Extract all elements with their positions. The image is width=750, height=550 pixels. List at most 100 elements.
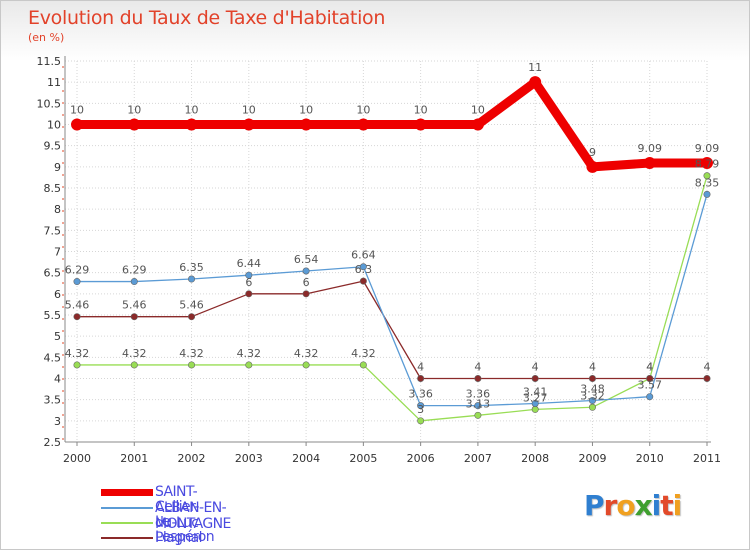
- data-point-3-9: [588, 374, 596, 382]
- data-point-3-0: [73, 313, 81, 321]
- data-label-3-3: 6: [245, 276, 252, 289]
- data-label-1-3: 6.44: [237, 257, 262, 270]
- logo-letter-2: o: [616, 489, 635, 522]
- y-tick-label-9.5: 9.5: [44, 140, 62, 153]
- data-point-0-4: [300, 118, 313, 131]
- data-label-2-1: 4.32: [122, 347, 147, 360]
- y-tick-label-5.5: 5.5: [44, 309, 62, 322]
- grid-layer: [65, 60, 708, 443]
- data-point-3-1: [130, 313, 138, 321]
- y-tick-label-7.5: 7.5: [44, 224, 62, 237]
- legend-label-cellier-du-luc: Cellier-du-Luc: [155, 499, 199, 531]
- data-label-3-9: 4: [589, 361, 596, 374]
- data-label-1-9: 3.48: [580, 383, 605, 396]
- y-tick-label-10.5: 10.5: [37, 97, 62, 110]
- x-tick-label-2007: 2007: [464, 452, 492, 465]
- data-point-1-10: [646, 393, 654, 401]
- data-point-2-5: [359, 361, 367, 369]
- x-tick-label-2011: 2011: [693, 452, 721, 465]
- data-point-0-11: [701, 157, 713, 170]
- data-point-1-5: [359, 263, 367, 271]
- proxiti-logo[interactable]: Proxiti: [584, 489, 683, 522]
- x-tick-label-2000: 2000: [63, 452, 91, 465]
- data-label-3-5: 6.3: [355, 263, 373, 276]
- data-label-1-8: 3.41: [523, 385, 548, 398]
- x-tick-label-2001: 2001: [120, 452, 148, 465]
- data-point-2-7: [474, 411, 482, 419]
- data-label-0-9: 9: [589, 146, 596, 159]
- data-point-2-6: [417, 417, 425, 425]
- data-label-3-8: 4: [532, 361, 539, 374]
- series-layer: [71, 76, 713, 425]
- data-point-3-8: [531, 374, 539, 382]
- data-label-0-6: 10: [414, 104, 428, 117]
- data-point-3-5: [359, 277, 367, 285]
- logo-letter-5: t: [660, 489, 673, 522]
- logo-letter-0: P: [584, 489, 605, 522]
- data-point-2-4: [302, 361, 310, 369]
- data-label-0-10: 9.09: [637, 142, 662, 155]
- data-point-3-11: [703, 374, 711, 382]
- data-point-2-2: [188, 361, 196, 369]
- data-label-1-7: 3.36: [466, 388, 491, 401]
- data-point-1-9: [588, 397, 596, 405]
- y-tick-label-4.5: 4.5: [44, 351, 62, 364]
- data-label-2-6: 3: [417, 403, 424, 416]
- data-point-1-6: [417, 402, 425, 410]
- data-label-0-5: 10: [356, 104, 370, 117]
- logo-letter-6: i: [672, 489, 683, 522]
- data-point-2-3: [245, 361, 253, 369]
- x-tick-label-2008: 2008: [521, 452, 549, 465]
- data-label-1-4: 6.54: [294, 253, 319, 266]
- data-label-3-10: 4: [646, 361, 653, 374]
- data-label-3-2: 5.46: [179, 299, 204, 312]
- y-tick-label-7: 7: [54, 246, 61, 259]
- data-labels-layer: 10 10 10 10 10 10 10 10 11 9 9.09 9.09 6.29 6.29 6.35 6…: [65, 61, 720, 416]
- chart-subtitle: (en %): [28, 31, 65, 44]
- data-label-2-8: 3.27: [523, 391, 548, 404]
- legend-label-saint-alban: SAINT-ALBAN-EN-MONTAGNE: [155, 484, 231, 532]
- data-label-0-7: 10: [471, 104, 485, 117]
- data-point-1-8: [531, 399, 539, 407]
- legend-label-le-plagnal: Le Plagnal: [155, 514, 203, 546]
- x-tick-label-2010: 2010: [636, 452, 664, 465]
- logo-letter-1: r: [603, 489, 618, 522]
- data-label-2-0: 4.32: [65, 347, 90, 360]
- data-point-0-10: [643, 157, 656, 170]
- series-line-0: [72, 77, 712, 172]
- data-point-0-5: [357, 118, 370, 131]
- y-tick-label-9: 9: [54, 161, 61, 174]
- y-tick-label-11.5: 11.5: [37, 55, 62, 68]
- logo-letter-4: i: [651, 489, 662, 522]
- logo-letter-3: x: [634, 489, 653, 522]
- data-point-0-9: [586, 160, 599, 173]
- data-point-1-0: [73, 278, 81, 286]
- data-label-3-1: 5.46: [122, 299, 147, 312]
- series-line-2: [76, 175, 708, 422]
- data-point-0-1: [128, 118, 141, 131]
- x-tick-label-2002: 2002: [178, 452, 206, 465]
- y-tick-label-8: 8: [54, 203, 61, 216]
- data-point-3-2: [188, 313, 196, 321]
- data-label-0-1: 10: [127, 104, 141, 117]
- data-label-3-0: 5.46: [65, 299, 90, 312]
- data-label-3-6: 4: [417, 361, 424, 374]
- y-tick-label-6: 6: [54, 288, 61, 301]
- data-point-1-1: [130, 278, 138, 286]
- data-label-2-10: 4: [646, 361, 653, 374]
- data-point-1-2: [188, 275, 196, 283]
- data-label-1-5: 6.64: [351, 249, 376, 262]
- data-label-1-1: 6.29: [122, 264, 147, 277]
- series-line-1: [76, 193, 708, 407]
- y-tick-label-3.5: 3.5: [44, 394, 62, 407]
- data-label-0-8: 11: [528, 61, 542, 74]
- data-point-1-7: [474, 402, 482, 410]
- data-point-2-8: [531, 405, 539, 413]
- series-line-3: [76, 280, 708, 380]
- y-tick-label-11: 11: [47, 76, 61, 89]
- data-label-2-3: 4.32: [237, 347, 262, 360]
- y-tick-label-6.5: 6.5: [44, 267, 62, 280]
- y-tick-label-4: 4: [54, 373, 61, 386]
- data-point-3-6: [417, 374, 425, 382]
- x-tick-label-2009: 2009: [578, 452, 606, 465]
